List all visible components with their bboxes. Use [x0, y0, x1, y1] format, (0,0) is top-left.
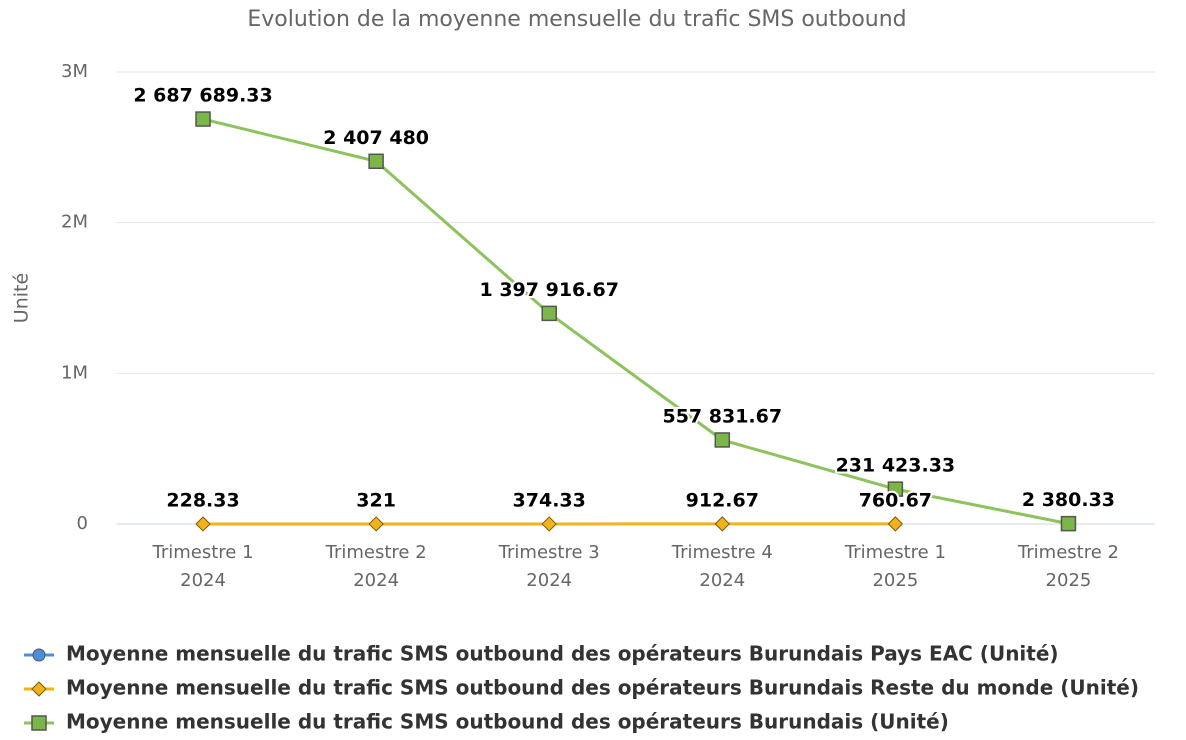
data-label: 231 423.33: [836, 455, 956, 477]
point: [541, 305, 557, 322]
x-tick-label: Trimestre 1 2024: [152, 542, 254, 591]
x-tick-label: Trimestre 2 2024: [325, 542, 427, 591]
point: [1060, 515, 1077, 532]
data-label: 228.33: [166, 489, 239, 511]
y-tick-label: 1M: [61, 362, 88, 383]
x-tick-label: Trimestre 4 2024: [671, 542, 773, 591]
data-label: 2 407 480: [323, 127, 429, 149]
y-tick-label: 3M: [61, 61, 88, 82]
point: [887, 481, 904, 497]
series-line: [202, 117, 1069, 526]
data-label: 2 380.33: [1022, 489, 1115, 511]
point: [368, 153, 384, 170]
legend-label: Moyenne mensuelle du trafic SMS outbound…: [66, 710, 949, 734]
legend-label: Moyenne mensuelle du trafic SMS outbound…: [66, 642, 1059, 666]
data-label: 374.33: [513, 489, 586, 511]
x-tick-label: Trimestre 3 2024: [498, 542, 600, 591]
point: [31, 681, 47, 697]
point: [541, 516, 557, 532]
data-label: 557 831.67: [662, 405, 782, 427]
x-tick-label: Trimestre 1 2025: [844, 542, 946, 591]
y-tick-label: 0: [77, 513, 88, 534]
data-label: 912.67: [686, 489, 759, 511]
point: [31, 715, 47, 731]
x-tick-label: Trimestre 2 2025: [1017, 542, 1119, 591]
point: [368, 516, 384, 532]
y-axis-label: Unité: [11, 273, 33, 323]
data-label: 2 687 689.33: [133, 85, 272, 107]
legend-label: Moyenne mensuelle du trafic SMS outbound…: [66, 676, 1139, 700]
point: [195, 111, 211, 127]
data-label: 760.67: [859, 489, 932, 511]
point: [32, 648, 46, 662]
point: [714, 516, 730, 532]
data-label: 1 397 916.67: [479, 279, 618, 301]
data-label: 321: [356, 489, 396, 511]
point: [887, 516, 904, 532]
y-tick-label: 2M: [61, 212, 88, 233]
point: [195, 516, 211, 532]
point: [714, 432, 731, 448]
chart-title: Evolution de la moyenne mensuelle du tra…: [247, 7, 906, 32]
